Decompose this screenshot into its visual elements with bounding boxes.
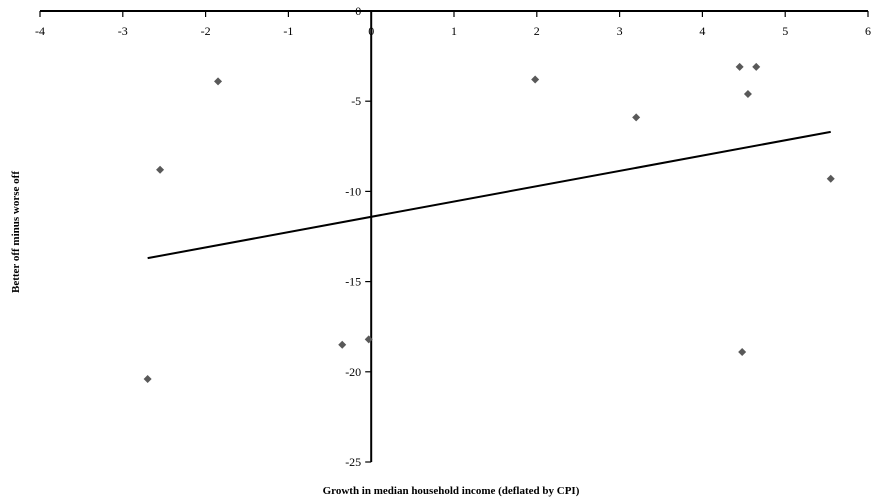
x-tick-labels: -4 -3 -2 -1 0 1 2 3 4 5 6 [35,24,871,38]
x-tick-label: 2 [534,24,540,38]
y-tick-label: -10 [345,184,361,198]
x-tick-label: 4 [699,24,705,38]
data-point [738,347,747,356]
x-tick-label: 1 [451,24,457,38]
y-tick-label: -5 [351,94,361,108]
x-axis-title: Growth in median household income (defla… [323,485,580,497]
data-point [364,335,373,344]
data-point [338,340,347,349]
y-tick-labels: 0 -5 -10 -15 -20 -25 [345,4,361,469]
x-tick-label: -4 [35,24,45,38]
y-tick-label: -20 [345,365,361,379]
y-axis-title: Better off minus worse off [10,171,22,293]
trendline-layer [147,130,831,260]
data-point [826,174,835,183]
x-tick-label: 3 [617,24,623,38]
data-point [752,62,761,71]
x-tick-label: -3 [118,24,128,38]
data-point [632,113,641,122]
x-tick-label: -1 [283,24,293,38]
data-point [156,165,165,174]
data-point [214,77,223,86]
x-tick-label: 6 [865,24,871,38]
tick-marks [39,10,869,463]
y-tick-label: -25 [345,455,361,469]
x-tick-label: -2 [201,24,211,38]
x-tick-label: 5 [782,24,788,38]
trendline [147,130,831,260]
data-point [143,375,152,384]
axes [40,10,868,462]
data-point [531,75,540,84]
data-points [143,62,835,384]
data-point [735,62,744,71]
data-point [743,89,752,98]
y-tick-label: -15 [345,275,361,289]
x-tick-label: 0 [368,24,374,38]
y-tick-label: 0 [355,4,361,18]
